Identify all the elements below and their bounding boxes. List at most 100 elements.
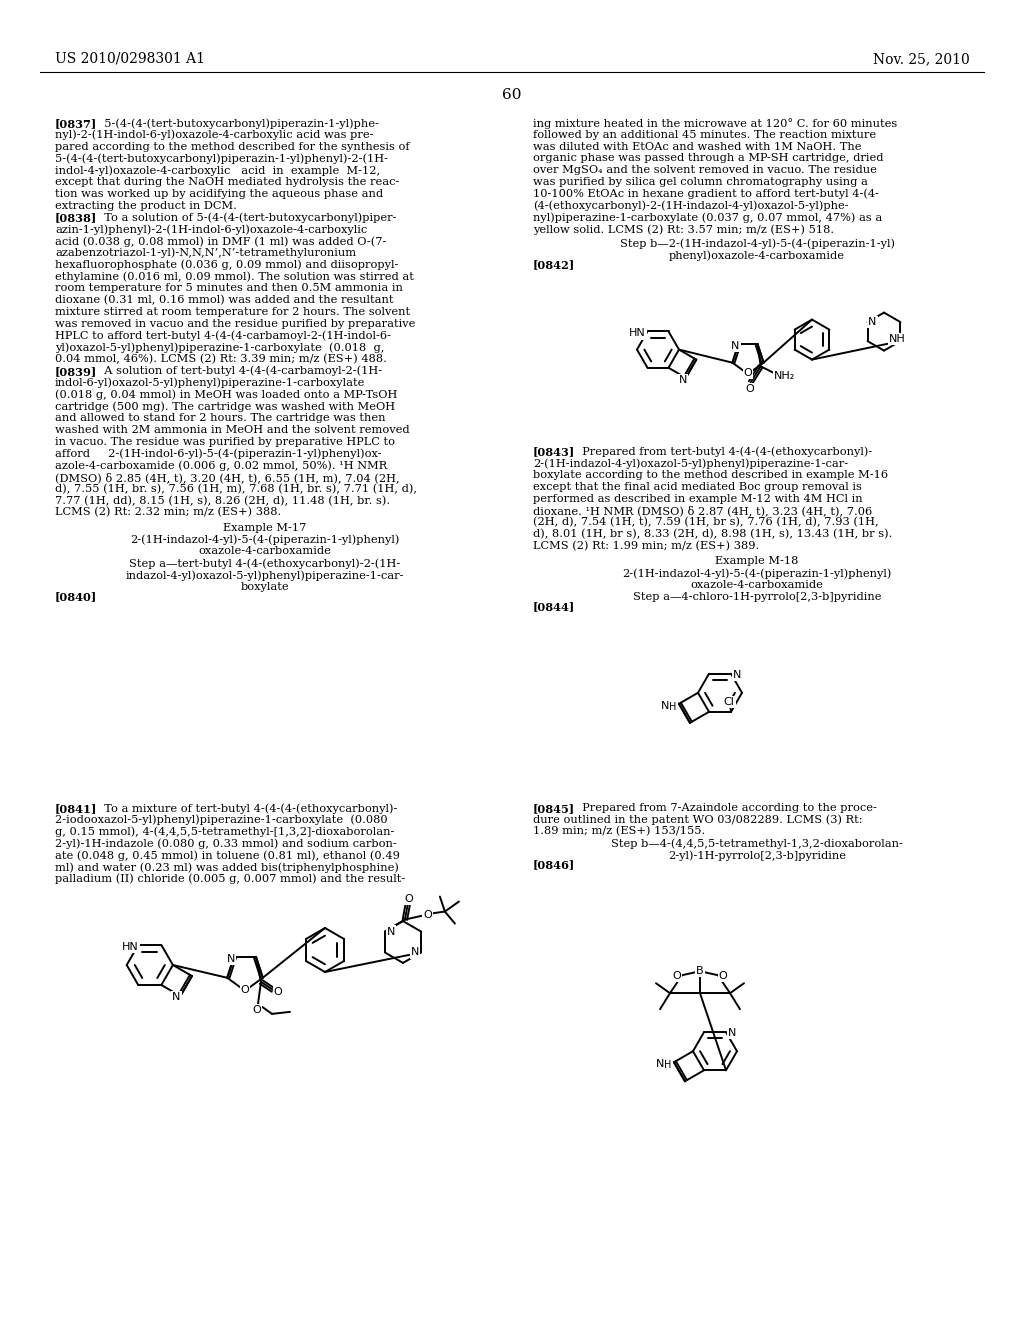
Text: afford     2-(1H-indol-6-yl)-5-(4-(piperazin-1-yl)phenyl)ox-: afford 2-(1H-indol-6-yl)-5-(4-(piperazin… bbox=[55, 449, 382, 459]
Text: 7.77 (1H, dd), 8.15 (1H, s), 8.26 (2H, d), 11.48 (1H, br. s).: 7.77 (1H, dd), 8.15 (1H, s), 8.26 (2H, d… bbox=[55, 495, 390, 506]
Text: N: N bbox=[731, 342, 739, 351]
Text: NH: NH bbox=[889, 334, 906, 345]
Text: O: O bbox=[673, 972, 681, 981]
Text: palladium (II) chloride (0.005 g, 0.007 mmol) and the result-: palladium (II) chloride (0.005 g, 0.007 … bbox=[55, 874, 406, 884]
Text: indol-6-yl)oxazol-5-yl)phenyl)piperazine-1-carboxylate: indol-6-yl)oxazol-5-yl)phenyl)piperazine… bbox=[55, 378, 366, 388]
Text: d), 8.01 (1H, br s), 8.33 (2H, d), 8.98 (1H, s), 13.43 (1H, br s).: d), 8.01 (1H, br s), 8.33 (2H, d), 8.98 … bbox=[534, 529, 892, 540]
Text: O: O bbox=[424, 909, 432, 920]
Text: ethylamine (0.016 ml, 0.09 mmol). The solution was stirred at: ethylamine (0.016 ml, 0.09 mmol). The so… bbox=[55, 272, 414, 282]
Text: 2-(1H-indazol-4-yl)oxazol-5-yl)phenyl)piperazine-1-car-: 2-(1H-indazol-4-yl)oxazol-5-yl)phenyl)pi… bbox=[534, 458, 848, 469]
Text: phenyl)oxazole-4-carboxamide: phenyl)oxazole-4-carboxamide bbox=[669, 251, 845, 261]
Text: azole-4-carboxamide (0.006 g, 0.02 mmol, 50%). ¹H NMR: azole-4-carboxamide (0.006 g, 0.02 mmol,… bbox=[55, 461, 387, 471]
Text: boxylate: boxylate bbox=[241, 582, 290, 591]
Text: d), 7.55 (1H, br. s), 7.56 (1H, m), 7.68 (1H, br. s), 7.71 (1H, d),: d), 7.55 (1H, br. s), 7.56 (1H, m), 7.68… bbox=[55, 484, 417, 494]
Text: over MgSO₄ and the solvent removed in vacuo. The residue: over MgSO₄ and the solvent removed in va… bbox=[534, 165, 877, 176]
Text: nyl)-2-(1H-indol-6-yl)oxazole-4-carboxylic acid was pre-: nyl)-2-(1H-indol-6-yl)oxazole-4-carboxyl… bbox=[55, 129, 374, 140]
Text: 10-100% EtOAc in hexane gradient to afford tert-butyl 4-(4-: 10-100% EtOAc in hexane gradient to affo… bbox=[534, 189, 879, 199]
Text: in vacuo. The residue was purified by preparative HPLC to: in vacuo. The residue was purified by pr… bbox=[55, 437, 395, 446]
Text: Step a—4-chloro-1H-pyrrolo[2,3-b]pyridine: Step a—4-chloro-1H-pyrrolo[2,3-b]pyridin… bbox=[633, 591, 882, 602]
Text: cartridge (500 mg). The cartridge was washed with MeOH: cartridge (500 mg). The cartridge was wa… bbox=[55, 401, 395, 412]
Text: 2-(1H-indazol-4-yl)-5-(4-(piperazin-1-yl)phenyl): 2-(1H-indazol-4-yl)-5-(4-(piperazin-1-yl… bbox=[623, 568, 892, 578]
Text: [0838]: [0838] bbox=[55, 213, 97, 223]
Text: (4-(ethoxycarbonyl)-2-(1H-indazol-4-yl)oxazol-5-yl)phe-: (4-(ethoxycarbonyl)-2-(1H-indazol-4-yl)o… bbox=[534, 201, 849, 211]
Text: 2-yl)-1H-pyrrolo[2,3-b]pyridine: 2-yl)-1H-pyrrolo[2,3-b]pyridine bbox=[668, 850, 846, 861]
Text: followed by an additional 45 minutes. The reaction mixture: followed by an additional 45 minutes. Th… bbox=[534, 129, 877, 140]
Text: yellow solid. LCMS (2) Rt: 3.57 min; m/z (ES+) 518.: yellow solid. LCMS (2) Rt: 3.57 min; m/z… bbox=[534, 224, 835, 235]
Text: N: N bbox=[227, 954, 236, 964]
Text: hexafluorophosphate (0.036 g, 0.09 mmol) and diisopropyl-: hexafluorophosphate (0.036 g, 0.09 mmol)… bbox=[55, 260, 398, 271]
Text: 1.89 min; m/z (ES+) 153/155.: 1.89 min; m/z (ES+) 153/155. bbox=[534, 826, 706, 837]
Text: Prepared from tert-butyl 4-(4-(4-(ethoxycarbonyl)-: Prepared from tert-butyl 4-(4-(4-(ethoxy… bbox=[575, 446, 872, 457]
Text: 60: 60 bbox=[502, 88, 522, 102]
Text: Cl: Cl bbox=[724, 697, 734, 706]
Text: washed with 2M ammonia in MeOH and the solvent removed: washed with 2M ammonia in MeOH and the s… bbox=[55, 425, 410, 434]
Text: N: N bbox=[411, 948, 419, 957]
Text: [0837]: [0837] bbox=[55, 117, 97, 129]
Text: organic phase was passed through a MP-SH cartridge, dried: organic phase was passed through a MP-SH… bbox=[534, 153, 884, 164]
Text: 2-iodooxazol-5-yl)phenyl)piperazine-1-carboxylate  (0.080: 2-iodooxazol-5-yl)phenyl)piperazine-1-ca… bbox=[55, 814, 388, 825]
Text: oxazole-4-carboxamide: oxazole-4-carboxamide bbox=[690, 579, 823, 590]
Text: 2-yl)-1H-indazole (0.080 g, 0.33 mmol) and sodium carbon-: 2-yl)-1H-indazole (0.080 g, 0.33 mmol) a… bbox=[55, 838, 396, 849]
Text: [0843]: [0843] bbox=[534, 446, 575, 458]
Text: O: O bbox=[404, 894, 414, 904]
Text: g, 0.15 mmol), 4-(4,4,5,5-tetramethyl-[1,3,2]-dioxaborolan-: g, 0.15 mmol), 4-(4,4,5,5-tetramethyl-[1… bbox=[55, 826, 394, 837]
Text: LCMS (2) Rt: 2.32 min; m/z (ES+) 388.: LCMS (2) Rt: 2.32 min; m/z (ES+) 388. bbox=[55, 507, 282, 517]
Text: was purified by silica gel column chromatography using a: was purified by silica gel column chroma… bbox=[534, 177, 868, 187]
Text: was removed in vacuo and the residue purified by preparative: was removed in vacuo and the residue pur… bbox=[55, 318, 416, 329]
Text: pared according to the method described for the synthesis of: pared according to the method described … bbox=[55, 141, 410, 152]
Text: [0839]: [0839] bbox=[55, 366, 97, 376]
Text: tion was worked up by acidifying the aqueous phase and: tion was worked up by acidifying the aqu… bbox=[55, 189, 383, 199]
Text: acid (0.038 g, 0.08 mmol) in DMF (1 ml) was added O-(7-: acid (0.038 g, 0.08 mmol) in DMF (1 ml) … bbox=[55, 236, 386, 247]
Text: N: N bbox=[387, 927, 395, 937]
Text: room temperature for 5 minutes and then 0.5M ammonia in: room temperature for 5 minutes and then … bbox=[55, 284, 402, 293]
Text: HPLC to afford tert-butyl 4-(4-(4-carbamoyl-2-(1H-indol-6-: HPLC to afford tert-butyl 4-(4-(4-carbam… bbox=[55, 330, 391, 341]
Text: ing mixture heated in the microwave at 120° C. for 60 minutes: ing mixture heated in the microwave at 1… bbox=[534, 117, 897, 129]
Text: 5-(4-(4-(tert-butoxycarbonyl)piperazin-1-yl)phenyl)-2-(1H-: 5-(4-(4-(tert-butoxycarbonyl)piperazin-1… bbox=[55, 153, 388, 164]
Text: [0846]: [0846] bbox=[534, 859, 575, 870]
Text: A solution of tert-butyl 4-(4-(4-carbamoyl-2-(1H-: A solution of tert-butyl 4-(4-(4-carbamo… bbox=[97, 366, 382, 376]
Text: mixture stirred at room temperature for 2 hours. The solvent: mixture stirred at room temperature for … bbox=[55, 306, 411, 317]
Text: azin-1-yl)phenyl)-2-(1H-indol-6-yl)oxazole-4-carboxylic: azin-1-yl)phenyl)-2-(1H-indol-6-yl)oxazo… bbox=[55, 224, 368, 235]
Text: [0842]: [0842] bbox=[534, 260, 575, 271]
Text: O: O bbox=[743, 368, 753, 378]
Text: O: O bbox=[273, 987, 283, 997]
Text: performed as described in example M-12 with 4M HCl in: performed as described in example M-12 w… bbox=[534, 494, 862, 504]
Text: except that during the NaOH mediated hydrolysis the reac-: except that during the NaOH mediated hyd… bbox=[55, 177, 399, 187]
Text: (DMSO) δ 2.85 (4H, t), 3.20 (4H, t), 6.55 (1H, m), 7.04 (2H,: (DMSO) δ 2.85 (4H, t), 3.20 (4H, t), 6.5… bbox=[55, 473, 399, 483]
Text: N: N bbox=[733, 669, 741, 680]
Text: except that the final acid mediated Boc group removal is: except that the final acid mediated Boc … bbox=[534, 482, 862, 492]
Text: [0841]: [0841] bbox=[55, 803, 97, 814]
Text: LCMS (2) Rt: 1.99 min; m/z (ES+) 389.: LCMS (2) Rt: 1.99 min; m/z (ES+) 389. bbox=[534, 541, 759, 552]
Text: O: O bbox=[241, 985, 250, 995]
Text: Prepared from 7-Azaindole according to the proce-: Prepared from 7-Azaindole according to t… bbox=[575, 803, 877, 813]
Text: 0.04 mmol, 46%). LCMS (2) Rt: 3.39 min; m/z (ES+) 488.: 0.04 mmol, 46%). LCMS (2) Rt: 3.39 min; … bbox=[55, 354, 387, 364]
Text: oxazole-4-carboxamide: oxazole-4-carboxamide bbox=[199, 546, 332, 556]
Text: O: O bbox=[253, 1005, 261, 1015]
Text: HN: HN bbox=[629, 329, 646, 338]
Text: NH₂: NH₂ bbox=[774, 371, 796, 381]
Text: 5-(4-(4-(tert-butoxycarbonyl)piperazin-1-yl)phe-: 5-(4-(4-(tert-butoxycarbonyl)piperazin-1… bbox=[97, 117, 379, 128]
Text: O: O bbox=[719, 972, 727, 981]
Text: B: B bbox=[696, 966, 703, 977]
Text: azabenzotriazol-1-yl)-N,N,N’,N’-tetramethyluronium: azabenzotriazol-1-yl)-N,N,N’,N’-tetramet… bbox=[55, 248, 356, 259]
Text: N: N bbox=[660, 701, 669, 710]
Text: Step a—tert-butyl 4-(4-(ethoxycarbonyl)-2-(1H-: Step a—tert-butyl 4-(4-(ethoxycarbonyl)-… bbox=[129, 558, 400, 569]
Text: [0844]: [0844] bbox=[534, 601, 575, 612]
Text: Nov. 25, 2010: Nov. 25, 2010 bbox=[873, 51, 970, 66]
Text: Step b—2-(1H-indazol-4-yl)-5-(4-(piperazin-1-yl): Step b—2-(1H-indazol-4-yl)-5-(4-(piperaz… bbox=[620, 239, 895, 249]
Text: nyl)piperazine-1-carboxylate (0.037 g, 0.07 mmol, 47%) as a: nyl)piperazine-1-carboxylate (0.037 g, 0… bbox=[534, 213, 883, 223]
Text: N: N bbox=[679, 375, 687, 385]
Text: 2-(1H-indazol-4-yl)-5-(4-(piperazin-1-yl)phenyl): 2-(1H-indazol-4-yl)-5-(4-(piperazin-1-yl… bbox=[130, 535, 399, 545]
Text: N: N bbox=[728, 1028, 736, 1038]
Text: was diluted with EtOAc and washed with 1M NaOH. The: was diluted with EtOAc and washed with 1… bbox=[534, 141, 861, 152]
Text: and allowed to stand for 2 hours. The cartridge was then: and allowed to stand for 2 hours. The ca… bbox=[55, 413, 385, 422]
Text: yl)oxazol-5-yl)phenyl)piperazine-1-carboxylate  (0.018  g,: yl)oxazol-5-yl)phenyl)piperazine-1-carbo… bbox=[55, 342, 384, 352]
Text: dure outlined in the patent WO 03/082289. LCMS (3) Rt:: dure outlined in the patent WO 03/082289… bbox=[534, 814, 862, 825]
Text: H: H bbox=[665, 1060, 672, 1071]
Text: To a mixture of tert-butyl 4-(4-(4-(ethoxycarbonyl)-: To a mixture of tert-butyl 4-(4-(4-(etho… bbox=[97, 803, 397, 813]
Text: N: N bbox=[655, 1059, 665, 1069]
Text: Example M-18: Example M-18 bbox=[716, 556, 799, 566]
Text: N: N bbox=[868, 317, 877, 327]
Text: indazol-4-yl)oxazol-5-yl)phenyl)piperazine-1-car-: indazol-4-yl)oxazol-5-yl)phenyl)piperazi… bbox=[126, 570, 404, 581]
Text: indol-4-yl)oxazole-4-carboxylic   acid  in  example  M-12,: indol-4-yl)oxazole-4-carboxylic acid in … bbox=[55, 165, 380, 176]
